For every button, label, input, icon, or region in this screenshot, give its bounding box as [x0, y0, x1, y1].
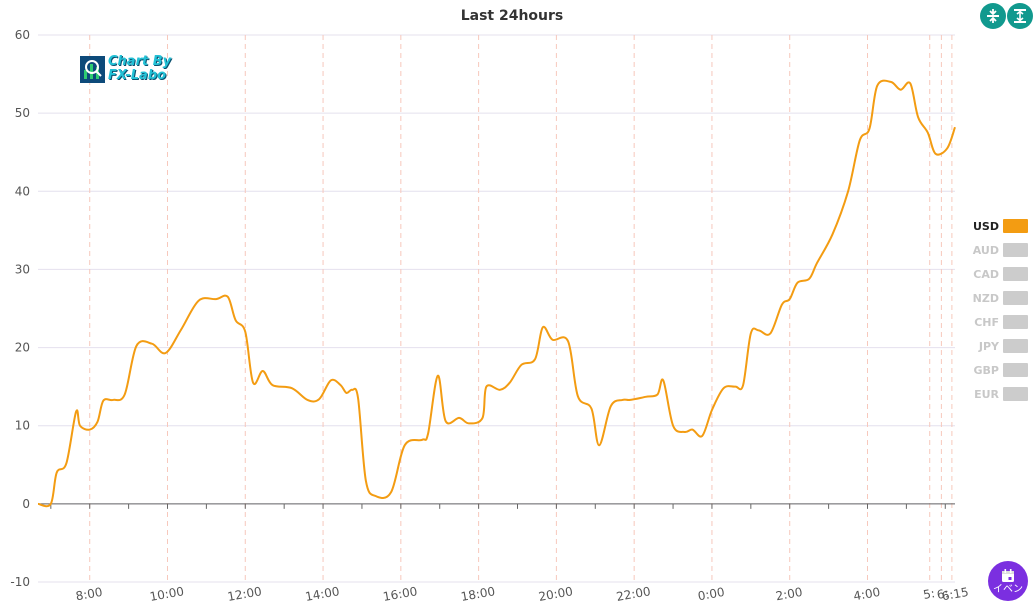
legend-label: JPY [978, 339, 999, 353]
x-tick-label: 14:00 [304, 584, 340, 604]
legend-swatch [1003, 363, 1028, 377]
legend-swatch [1003, 267, 1028, 281]
x-tick-label: 8:00 [75, 585, 104, 603]
chart-title: Last 24hours [461, 8, 564, 24]
calendar-icon [1002, 568, 1014, 582]
legend-item-usd[interactable]: USD [966, 214, 1028, 238]
x-tick-label: 10:00 [149, 584, 185, 604]
x-tick-label: 2:00 [775, 585, 804, 603]
legend-swatch [1003, 219, 1028, 233]
x-tick-label: 12:00 [226, 584, 262, 604]
legend-label: CHF [974, 315, 999, 329]
x-tick-label: 18:00 [460, 584, 496, 604]
y-tick-label: 30 [15, 262, 30, 276]
x-tick-label: 16:00 [382, 584, 418, 604]
legend-item-jpy[interactable]: JPY [966, 334, 1028, 358]
series-line-usd [37, 79, 956, 508]
x-tick-label: 0:00 [697, 585, 726, 603]
compress-button[interactable] [980, 3, 1006, 29]
legend-item-chf[interactable]: CHF [966, 310, 1028, 334]
legend-label: AUD [972, 243, 999, 257]
legend-swatch [1003, 243, 1028, 257]
logo-text-line2: FX-Labo [108, 68, 167, 83]
y-tick-label: -10 [10, 575, 30, 589]
legend-swatch [1003, 291, 1028, 305]
y-tick-label: 50 [15, 106, 30, 120]
x-tick-label: 22:00 [615, 584, 651, 604]
legend: USD AUD CAD NZD CHF JPY GBP EUR [966, 214, 1028, 406]
legend-item-cad[interactable]: CAD [966, 262, 1028, 286]
legend-swatch [1003, 339, 1028, 353]
y-tick-label: 20 [15, 341, 30, 355]
event-button-label: イベン [993, 583, 1023, 595]
x-tick-label: 6: [936, 586, 950, 602]
legend-label: NZD [972, 291, 999, 305]
legend-swatch [1003, 387, 1028, 401]
event-button[interactable]: イベン [988, 561, 1028, 601]
legend-swatch [1003, 315, 1028, 329]
x-tick-label: 4:00 [852, 585, 881, 603]
legend-item-eur[interactable]: EUR [966, 382, 1028, 406]
expand-button[interactable] [1007, 3, 1033, 29]
legend-label: USD [973, 219, 999, 233]
legend-label: CAD [973, 267, 999, 281]
legend-label: EUR [974, 387, 999, 401]
x-tick-label: 6:15 [941, 585, 970, 603]
legend-item-nzd[interactable]: NZD [966, 286, 1028, 310]
y-tick-label: 40 [15, 184, 30, 198]
fx-labo-logo: Chart By FX-Labo [80, 55, 171, 83]
expand-vertical-icon [1014, 9, 1026, 23]
x-tick-label: 20:00 [537, 584, 573, 604]
compress-vertical-icon [987, 9, 999, 23]
legend-label: GBP [973, 363, 999, 377]
chart-logo-icon [80, 55, 105, 83]
legend-item-gbp[interactable]: GBP [966, 358, 1028, 382]
y-tick-label: 60 [15, 28, 30, 42]
y-tick-label: 0 [22, 497, 30, 511]
x-tick-label: 5: [922, 586, 936, 602]
legend-item-aud[interactable]: AUD [966, 238, 1028, 262]
y-tick-label: 10 [15, 419, 30, 433]
logo-text-line1: Chart By [108, 54, 172, 69]
